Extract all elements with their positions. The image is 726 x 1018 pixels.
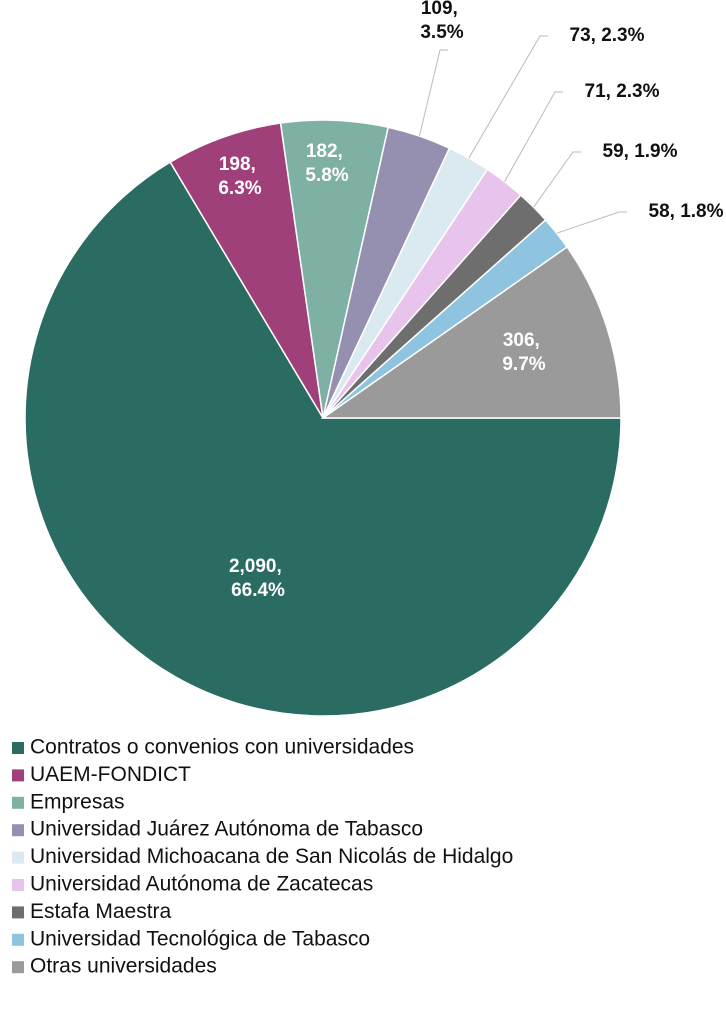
data-label: 2,090, 66.4%: [229, 556, 287, 601]
leader-line: [504, 91, 563, 182]
data-label: 306, 9.7%: [502, 330, 545, 375]
legend-label: Universidad Autónoma de Zacatecas: [30, 873, 373, 896]
legend-label: Empresas: [30, 790, 125, 813]
data-label: 109, 3.5%: [420, 0, 463, 43]
data-label: 71, 2.3%: [585, 81, 660, 102]
legend-swatch: [12, 933, 24, 946]
leader-line: [468, 35, 548, 159]
leader-line: [533, 151, 581, 208]
legend-swatch: [12, 769, 24, 782]
legend-label: Universidad Tecnológica de Tabasco: [30, 927, 370, 950]
legend-swatch: [12, 796, 24, 809]
leader-line: [418, 49, 448, 137]
data-label: 59, 1.9%: [603, 141, 678, 162]
legend-label: Universidad Michoacana de San Nicolás de…: [30, 845, 513, 868]
legend-label: Universidad Juárez Autónoma de Tabasco: [30, 818, 423, 841]
data-label: 182, 5.8%: [305, 141, 348, 186]
pie-slice: [24, 161, 622, 717]
legend-swatch: [12, 879, 24, 891]
pie-slice: [320, 245, 622, 419]
legend-swatch: [12, 906, 24, 919]
legend-label: Contratos o convenios con universidades: [30, 736, 414, 759]
legend-swatch: [12, 851, 24, 864]
data-label: 198, 6.3%: [218, 154, 261, 199]
data-label: 73, 2.3%: [570, 25, 645, 46]
legend-swatch: [12, 824, 24, 837]
legend-label: Estafa Maestra: [30, 900, 172, 923]
leader-line: [556, 211, 627, 234]
legend-label: Otras universidades: [30, 955, 217, 978]
legend-label: UAEM-FONDICT: [30, 763, 191, 786]
legend-swatch: [12, 961, 24, 974]
data-label: 58, 1.8%: [649, 201, 724, 222]
legend-swatch: [12, 742, 24, 754]
pie-slice: [169, 122, 324, 419]
